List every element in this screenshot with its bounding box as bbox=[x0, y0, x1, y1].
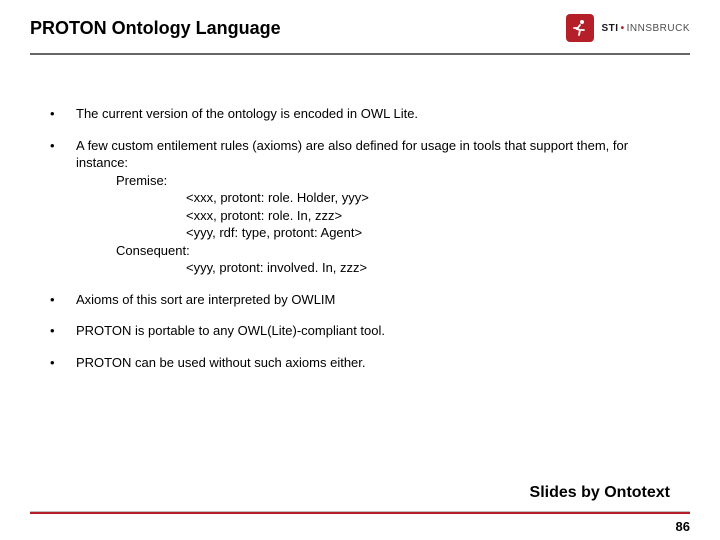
premise-line: <xxx, protont: role. Holder, yyy> bbox=[186, 189, 680, 207]
bullet-item: • Axioms of this sort are interpreted by… bbox=[50, 291, 680, 309]
bullet-item: • The current version of the ontology is… bbox=[50, 105, 680, 123]
bullet-text: Axioms of this sort are interpreted by O… bbox=[76, 291, 680, 309]
bullet-mark-icon: • bbox=[50, 322, 76, 340]
brand-light: INNSBRUCK bbox=[627, 23, 690, 34]
slide-body: • The current version of the ontology is… bbox=[0, 55, 720, 372]
premise-line: <xxx, protont: role. In, zzz> bbox=[186, 207, 680, 225]
page-number: 86 bbox=[676, 519, 690, 534]
bullet-text: PROTON can be used without such axioms e… bbox=[76, 354, 680, 372]
footer-credit: Slides by Ontotext bbox=[530, 484, 670, 502]
slide: PROTON Ontology Language STI•INNSBRUCK •… bbox=[0, 0, 720, 540]
bullet-text: A few custom entilement rules (axioms) a… bbox=[76, 137, 680, 277]
bullet-main-text: A few custom entilement rules (axioms) a… bbox=[76, 137, 680, 172]
brand-logo: STI•INNSBRUCK bbox=[566, 14, 690, 42]
person-run-icon bbox=[566, 14, 594, 42]
consequent-line: <yyy, protont: involved. In, zzz> bbox=[186, 259, 680, 277]
premise-line: <yyy, rdf: type, protont: Agent> bbox=[186, 224, 680, 242]
bullet-mark-icon: • bbox=[50, 105, 76, 123]
bullet-text: The current version of the ontology is e… bbox=[76, 105, 680, 123]
bullet-item: • PROTON is portable to any OWL(Lite)-co… bbox=[50, 322, 680, 340]
slide-header: PROTON Ontology Language STI•INNSBRUCK bbox=[0, 0, 720, 47]
bullet-mark-icon: • bbox=[50, 291, 76, 309]
brand-bold: STI bbox=[602, 23, 619, 34]
bullet-text: PROTON is portable to any OWL(Lite)-comp… bbox=[76, 322, 680, 340]
consequent-label: Consequent: bbox=[116, 242, 680, 260]
dot-icon: • bbox=[621, 23, 625, 34]
premise-label: Premise: bbox=[116, 172, 680, 190]
bullet-mark-icon: • bbox=[50, 137, 76, 277]
brand-text: STI•INNSBRUCK bbox=[602, 23, 690, 34]
bullet-item: • A few custom entilement rules (axioms)… bbox=[50, 137, 680, 277]
footer-rule-accent bbox=[30, 512, 690, 514]
bullet-item: • PROTON can be used without such axioms… bbox=[50, 354, 680, 372]
bullet-mark-icon: • bbox=[50, 354, 76, 372]
